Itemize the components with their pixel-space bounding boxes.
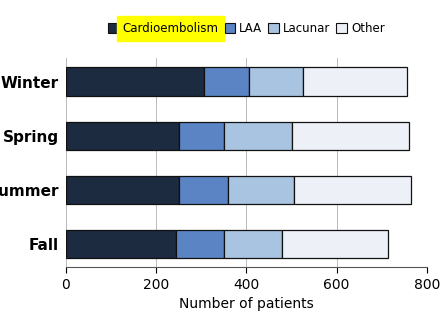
Bar (176, 230, 224, 258)
Bar (303, 68, 407, 96)
Bar (66, 121, 179, 150)
Bar (66, 68, 204, 96)
Bar (294, 175, 411, 204)
Bar (291, 121, 409, 150)
Bar (224, 121, 291, 150)
Legend: Cardioembolism, LAA, Lacunar, Other: Cardioembolism, LAA, Lacunar, Other (108, 22, 385, 35)
Bar (228, 175, 294, 204)
Bar (224, 230, 282, 258)
Bar (66, 230, 176, 258)
Bar (66, 175, 179, 204)
Bar (179, 121, 224, 150)
Bar (204, 68, 249, 96)
Bar (282, 230, 389, 258)
X-axis label: Number of patients: Number of patients (179, 297, 314, 311)
Bar (179, 175, 228, 204)
Bar (249, 68, 303, 96)
